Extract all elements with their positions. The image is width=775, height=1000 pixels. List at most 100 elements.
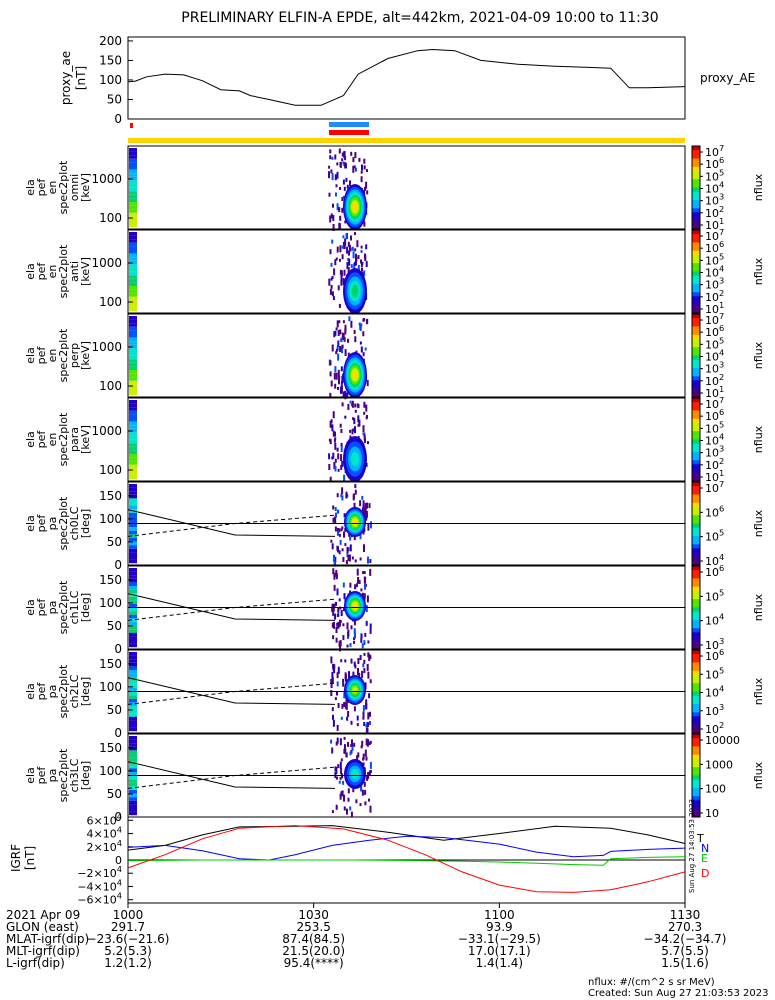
spectrogram-pixel bbox=[330, 539, 333, 543]
colorbar-segment bbox=[692, 212, 700, 218]
spectrogram-pixel bbox=[331, 456, 334, 460]
panel-ylabel-line: ela bbox=[24, 179, 37, 196]
spectrogram-pixel bbox=[339, 644, 342, 652]
spectrogram-pixel bbox=[353, 742, 356, 747]
spectrogram-pixel bbox=[366, 743, 369, 747]
spectrogram-pixel bbox=[341, 197, 344, 201]
spectrogram-edge-pixel bbox=[129, 443, 137, 447]
spectrogram-pixel bbox=[347, 404, 350, 410]
spectrogram-pixel bbox=[336, 724, 339, 731]
spectrogram-edge-pixel bbox=[129, 209, 137, 213]
igrf-legend-E: E bbox=[701, 852, 708, 865]
spectrogram-pixel bbox=[357, 577, 360, 583]
spectrogram-pixel bbox=[329, 360, 332, 366]
spectrogram-edge-pixel bbox=[129, 307, 137, 312]
spectrogram-pixel bbox=[328, 453, 331, 460]
panel-ytick-label: 1000 bbox=[91, 256, 122, 270]
spectrogram-pixel bbox=[343, 513, 346, 518]
colorbar-segment bbox=[692, 636, 700, 642]
spectrogram-pixel bbox=[329, 288, 332, 295]
spectrogram-pixel bbox=[360, 588, 363, 592]
spectrogram-pixel bbox=[335, 601, 337, 606]
colorbar-tick-label: 102 bbox=[705, 204, 724, 220]
spectrogram-pixel bbox=[362, 663, 365, 668]
spectrogram-pixel bbox=[350, 811, 353, 817]
spectrogram-pixel bbox=[336, 530, 339, 536]
spectrogram-edge-pixel bbox=[129, 575, 137, 579]
spectrogram-pixel bbox=[370, 521, 372, 529]
colorbar-segment bbox=[692, 398, 700, 403]
colorbar-segment bbox=[692, 590, 700, 596]
colorbar-segment bbox=[692, 388, 700, 394]
spectrogram-pixel bbox=[357, 415, 360, 423]
bar-yellow bbox=[128, 138, 685, 143]
spectrogram-pixel bbox=[343, 736, 346, 740]
colorbar-segment bbox=[692, 490, 700, 495]
panel-ytick-label: 150 bbox=[99, 573, 122, 587]
spectrogram-pixel bbox=[368, 742, 371, 745]
spectrogram-pixel bbox=[339, 346, 342, 352]
spectrogram-pixel bbox=[332, 430, 335, 437]
spectrogram-pixel bbox=[337, 285, 340, 291]
spectrogram-pixel bbox=[347, 629, 350, 637]
loss-cone-dashed bbox=[127, 766, 336, 789]
colorbar-label: nflux bbox=[752, 761, 765, 789]
colorbar-segment bbox=[692, 482, 700, 487]
colorbar-segment bbox=[692, 468, 700, 474]
spectrogram-pixel bbox=[352, 671, 355, 677]
colorbar-tick-label: 106 bbox=[705, 563, 724, 579]
x-tick-label: 1130 bbox=[670, 908, 701, 922]
spectrogram-pixel bbox=[331, 424, 334, 432]
panel-frame bbox=[127, 229, 686, 314]
panel-ytick-label: 100 bbox=[99, 596, 122, 610]
spectrogram-pixel bbox=[338, 533, 341, 537]
loss-cone-solid bbox=[127, 593, 336, 621]
panel-ylabel-line: en bbox=[46, 349, 59, 363]
spectrogram-edge-pixel bbox=[129, 670, 137, 674]
colorbar-segment bbox=[692, 640, 700, 646]
panel-ytick-label: 50 bbox=[107, 619, 122, 633]
spectrogram-edge-pixel bbox=[129, 484, 137, 488]
spectrogram-pixel bbox=[355, 253, 357, 260]
spectrogram-pixel bbox=[333, 664, 336, 669]
spectrogram-edge-pixel bbox=[129, 242, 137, 247]
colorbar-segment bbox=[692, 254, 700, 260]
spectrogram-pixel bbox=[363, 317, 366, 321]
colorbar-segment bbox=[692, 582, 700, 588]
igrf-ylabel-2: [nT] bbox=[23, 846, 37, 870]
colorbar-segment bbox=[692, 535, 700, 541]
colorbar-segment bbox=[692, 607, 700, 613]
x-row-value: 93.9 bbox=[486, 920, 513, 934]
colorbar-segment bbox=[692, 670, 700, 676]
x-row-value: −23.6(−21.6) bbox=[87, 932, 170, 946]
spectrogram-pixel bbox=[343, 701, 346, 707]
spectrogram-pixel bbox=[339, 258, 341, 262]
spectrogram-pixel bbox=[351, 429, 354, 435]
colorbar-segment bbox=[692, 183, 700, 188]
spectrogram-edge-pixel bbox=[129, 494, 137, 499]
spectrogram-pixel bbox=[363, 401, 366, 408]
spectrogram-pixel bbox=[365, 261, 368, 268]
spectrogram-pixel bbox=[365, 181, 368, 189]
spectrogram-pixel bbox=[332, 666, 335, 671]
spectrogram-pixel bbox=[334, 507, 337, 511]
spectrogram-pixel bbox=[343, 336, 346, 342]
spectrogram-edge-pixel bbox=[129, 800, 137, 805]
spectrogram-edge-pixel bbox=[129, 246, 137, 250]
panel-ylabel-line: en bbox=[46, 265, 59, 279]
x-row-value: −33.1(−29.5) bbox=[458, 932, 541, 946]
spectrogram-pixel bbox=[348, 554, 351, 562]
bar-red-tick bbox=[130, 123, 133, 128]
spectrogram-edge-pixel bbox=[129, 709, 137, 714]
colorbar-tick-label: 102 bbox=[705, 720, 724, 736]
spectrogram-pixel bbox=[350, 625, 353, 630]
spectrogram-pixel bbox=[328, 192, 331, 197]
spectrogram-pixel bbox=[335, 348, 338, 352]
spectrogram-pixel bbox=[354, 261, 356, 266]
spectrogram-edge-pixel bbox=[129, 673, 137, 678]
colorbar-segment bbox=[692, 146, 700, 151]
spectrogram-pixel bbox=[337, 386, 339, 390]
spectrogram-pixel bbox=[336, 622, 339, 627]
spectrogram-edge-pixel bbox=[129, 487, 137, 492]
spectrogram-pixel bbox=[337, 607, 340, 612]
